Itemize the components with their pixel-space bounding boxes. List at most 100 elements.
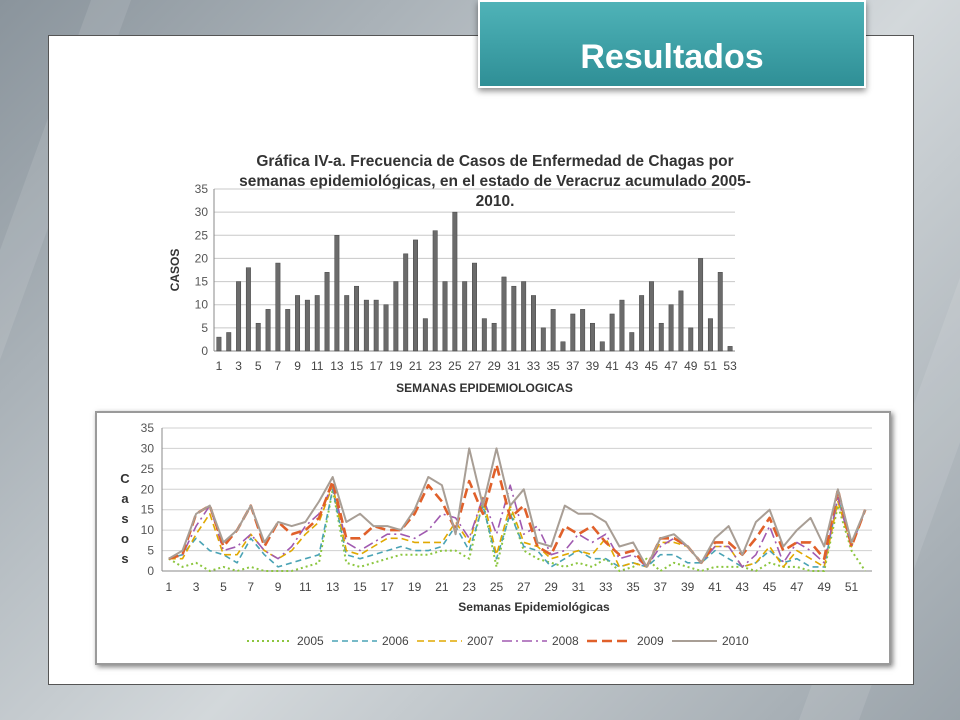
bar: [236, 281, 242, 352]
bar-x-tick-label: 45: [645, 359, 659, 373]
bar-x-tick-label: 15: [350, 359, 364, 373]
bar: [354, 285, 359, 352]
bar-y-tick-label: 0: [201, 344, 208, 358]
bar-x-tick-label: 9: [294, 359, 301, 373]
series-line-2009: [168, 463, 867, 569]
bar: [275, 262, 281, 352]
bar: [265, 309, 271, 352]
bar-x-tick-label: 43: [625, 359, 639, 373]
bar: [599, 341, 605, 352]
series-line-2007: [168, 484, 866, 568]
bar: [619, 299, 625, 352]
bar: [363, 299, 369, 352]
bar: [314, 295, 320, 352]
bar: [255, 322, 261, 352]
bar: [491, 322, 497, 352]
bar-y-tick-label: 25: [195, 228, 209, 242]
line-x-tick-label: 17: [381, 580, 395, 594]
legend-label-2009: 2009: [637, 634, 664, 648]
line-x-tick-label: 39: [681, 580, 695, 594]
line-x-tick-label: 43: [736, 580, 750, 594]
bar: [383, 304, 389, 352]
bar-y-tick-label: 20: [195, 251, 209, 265]
line-x-tick-label: 3: [193, 580, 200, 594]
bar-x-tick-label: 33: [527, 359, 541, 373]
bar: [216, 336, 222, 352]
bar-x-tick-label: 3: [235, 359, 242, 373]
line-x-tick-label: 1: [165, 580, 172, 594]
bar: [590, 322, 595, 352]
legend-label-2005: 2005: [297, 634, 324, 648]
bar-x-tick-label: 39: [586, 359, 600, 373]
bar: [442, 281, 448, 352]
line-x-tick-label: 27: [517, 580, 531, 594]
bar: [295, 295, 301, 352]
line-x-tick-label: 45: [763, 580, 777, 594]
line-x-tick-label: 7: [247, 580, 254, 594]
bar: [688, 327, 694, 352]
line-x-tick-label: 9: [275, 580, 282, 594]
line-x-axis-label: Semanas Epidemiológicas: [458, 600, 610, 614]
line-y-tick-label: 0: [147, 564, 154, 578]
legend-label-2006: 2006: [382, 634, 409, 648]
bar-x-tick-label: 53: [723, 359, 737, 373]
bar-y-tick-label: 10: [195, 298, 209, 312]
bar-x-tick-label: 21: [409, 359, 423, 373]
bar: [403, 253, 409, 352]
bar: [531, 295, 536, 352]
bar: [570, 313, 576, 352]
line-x-tick-label: 11: [299, 580, 312, 594]
bar-x-tick-label: 7: [275, 359, 282, 373]
bar: [678, 290, 684, 352]
bar-y-axis-label: CASOS: [168, 249, 182, 292]
line-x-tick-label: 29: [544, 580, 558, 594]
bar: [560, 341, 566, 352]
bar-x-tick-label: 27: [468, 359, 482, 373]
legend-label-2008: 2008: [552, 634, 579, 648]
bar: [245, 267, 251, 352]
bar-x-tick-label: 41: [605, 359, 619, 373]
bar: [639, 295, 645, 352]
bar: [304, 299, 310, 352]
line-x-tick-label: 13: [326, 580, 340, 594]
line-y-tick-label: 15: [141, 503, 155, 517]
bar-y-tick-label: 5: [201, 321, 208, 335]
bar-x-tick-label: 35: [546, 359, 560, 373]
legend-label-2007: 2007: [467, 634, 494, 648]
line-x-tick-label: 35: [626, 580, 640, 594]
bar: [413, 239, 418, 352]
bar: [462, 281, 468, 352]
bar-x-tick-label: 13: [330, 359, 344, 373]
line-x-tick-label: 37: [654, 580, 668, 594]
series-line-2008: [168, 484, 866, 568]
line-x-tick-label: 23: [463, 580, 477, 594]
line-x-tick-label: 19: [408, 580, 422, 594]
bar: [717, 272, 723, 352]
line-y-tick-label: 35: [141, 421, 155, 435]
line-x-tick-label: 15: [353, 580, 367, 594]
line-chart-frame: 0 5 10 15 20 25 30 35 1 3 5 7 9 11 13 15 17 19 21 23 25 27 29 3…: [95, 411, 891, 665]
bar: [540, 327, 546, 352]
bar-x-tick-label: 11: [311, 359, 324, 373]
line-y-axis-label-letter: s: [121, 551, 128, 566]
bar-y-tick-label: 30: [195, 205, 209, 219]
bar: [580, 309, 586, 352]
bar-x-tick-label: 23: [428, 359, 442, 373]
line-x-tick-label: 21: [435, 580, 449, 594]
bar: [226, 332, 232, 352]
bar: [393, 281, 399, 352]
line-x-tick-label: 25: [490, 580, 504, 594]
legend-label-2010: 2010: [722, 634, 749, 648]
bar: [727, 346, 733, 352]
bar: [550, 309, 556, 352]
bar-y-tick-label: 15: [195, 275, 209, 289]
bar: [432, 230, 438, 352]
bar-y-tick-label: 35: [195, 182, 209, 196]
bar-x-tick-label: 25: [448, 359, 462, 373]
line-x-tick-label: 49: [818, 580, 832, 594]
bar: [472, 262, 477, 352]
bar-x-tick-label: 51: [704, 359, 718, 373]
bar: [629, 332, 635, 352]
